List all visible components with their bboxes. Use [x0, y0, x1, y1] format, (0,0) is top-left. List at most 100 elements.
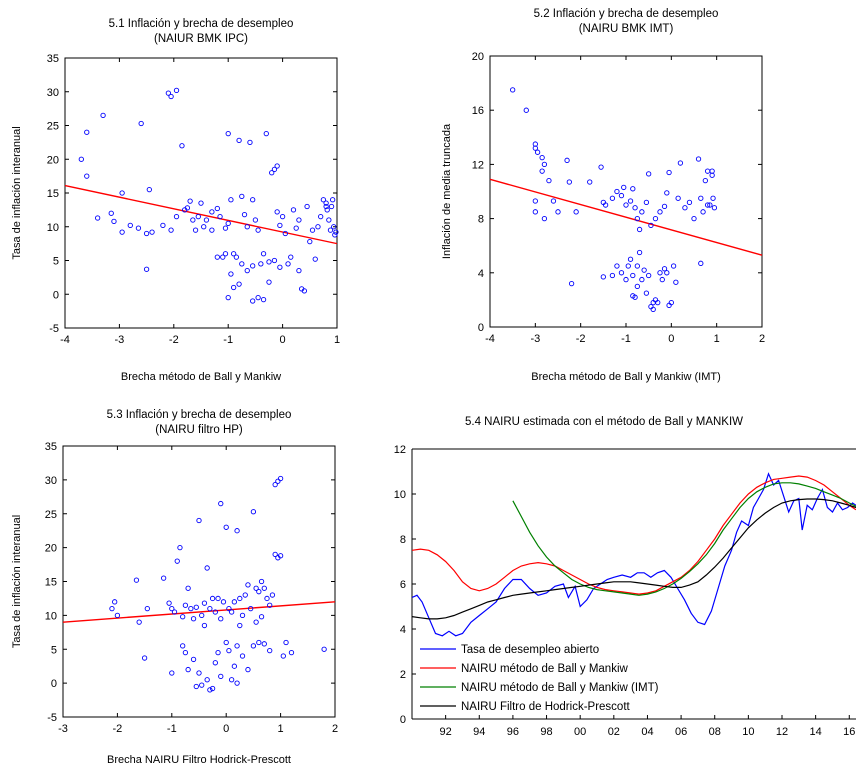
scatter-point	[239, 653, 246, 659]
scatter-point	[215, 649, 221, 656]
scatter-point	[329, 197, 336, 203]
scatter-point	[333, 229, 339, 235]
x-tick-label: -4	[60, 334, 70, 346]
scatter-point	[277, 222, 283, 229]
x-tick-label: 1	[278, 723, 284, 735]
scatter-point	[267, 602, 273, 608]
scatter-point	[168, 227, 174, 233]
scatter-point	[290, 207, 297, 213]
scatter-point	[245, 666, 251, 673]
scatter-point	[657, 209, 663, 215]
scatter-point	[214, 254, 220, 260]
scatter-point	[539, 154, 545, 161]
scatter-point	[646, 171, 652, 177]
x-tick-label: 1	[334, 334, 340, 346]
chart-title: 5.1 Inflación y brecha de desempleo	[109, 18, 294, 30]
scatter-point	[682, 205, 688, 211]
scatter-point	[641, 267, 647, 273]
scatter-point	[198, 200, 204, 206]
scatter-point	[280, 653, 286, 659]
scatter-point	[698, 260, 704, 266]
y-tick-label: 5	[53, 256, 59, 268]
scatter-point	[237, 622, 243, 629]
scatter-point	[274, 163, 280, 169]
x-tick-label: 00	[574, 726, 586, 738]
x-tick-label: -4	[485, 333, 495, 345]
scatter-point	[255, 294, 261, 301]
scatter-point	[709, 168, 715, 174]
scatter-point	[160, 222, 166, 229]
scatter-point	[127, 222, 133, 229]
scatter-point	[677, 160, 684, 166]
scatter-point	[78, 156, 84, 162]
chart-panel-4: 5.4 NAIRU estimada con el método de Ball…	[394, 416, 856, 738]
y-tick-label: 2	[400, 669, 406, 681]
y-tick-label: 35	[45, 441, 57, 453]
y-tick-label: 10	[45, 610, 57, 622]
x-tick-label: -2	[169, 334, 179, 346]
scatter-point	[609, 195, 616, 201]
scatter-point	[190, 656, 197, 663]
scatter-point	[144, 605, 150, 612]
scatter-point	[534, 149, 541, 155]
scatter-point	[143, 266, 150, 272]
scatter-point	[226, 647, 232, 654]
y-tick-label: 0	[478, 322, 484, 334]
x-tick-label: 96	[507, 726, 519, 738]
scatter-point	[180, 643, 186, 649]
scatter-point	[190, 217, 196, 223]
chart-panel-3: 5.3 Inflación y brecha de desempleo (NAIR…	[11, 409, 338, 766]
scatter-point	[222, 251, 229, 257]
scatter-point	[218, 673, 224, 679]
scatter-point	[239, 261, 245, 267]
chart-title: 5.4 NAIRU estimada con el método de Ball…	[465, 416, 743, 428]
scatter-point	[324, 207, 330, 213]
scatter-point	[84, 173, 90, 179]
scatter-point	[245, 582, 251, 588]
y-tick-label: 35	[47, 53, 59, 65]
scatter-point	[541, 161, 548, 168]
scatter-point	[174, 558, 180, 564]
scatter-point	[177, 544, 183, 551]
y-tick-label: 30	[47, 87, 59, 99]
x-tick-label: 08	[709, 726, 721, 738]
y-tick-label: 12	[394, 444, 406, 456]
plot-frame	[64, 57, 338, 329]
scatter-point	[277, 475, 284, 482]
scatter-point	[630, 186, 636, 192]
y-tick-label: 12	[472, 159, 484, 171]
scatter-point	[247, 139, 253, 146]
scatter-point	[244, 224, 250, 230]
scatter-point	[602, 202, 609, 208]
series-line-3	[512, 482, 856, 596]
scatter-point	[264, 595, 270, 602]
scatter-point	[700, 209, 706, 215]
x-tick-label: 0	[280, 334, 286, 346]
scatter-point	[185, 585, 191, 591]
legend-label: NAIRU método de Ball y Mankiw	[461, 663, 629, 675]
scatter-point	[668, 299, 674, 306]
y-tick-label: 8	[478, 214, 484, 226]
scatter-point	[258, 614, 265, 620]
scatter-point	[312, 256, 318, 262]
y-tick-label: 20	[47, 154, 59, 166]
scatter-point	[214, 205, 220, 212]
scatter-point	[109, 605, 115, 612]
y-axis-label: Tasa de inflación interanual	[11, 515, 23, 648]
scatter-point	[136, 619, 142, 625]
scatter-point	[266, 279, 272, 285]
scatter-point	[639, 276, 645, 283]
scatter-point	[212, 609, 218, 615]
scatter-point	[143, 230, 150, 237]
scatter-point	[248, 605, 254, 612]
y-tick-label: -5	[49, 323, 59, 335]
plot-frame	[62, 445, 336, 718]
scatter-point	[643, 290, 650, 296]
scatter-point	[234, 680, 240, 686]
scatter-point	[623, 202, 629, 208]
scatter-point	[258, 578, 265, 585]
scatter-point	[236, 137, 242, 144]
scatter-point	[623, 276, 629, 283]
scatter-point	[237, 595, 243, 602]
